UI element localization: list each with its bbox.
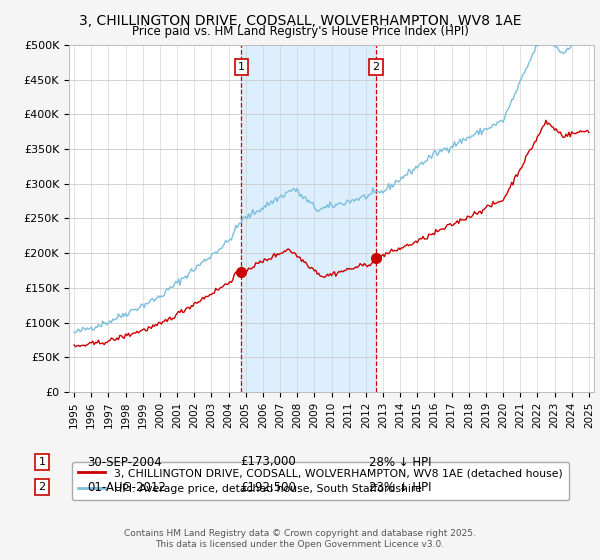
Text: 01-AUG-2012: 01-AUG-2012 bbox=[87, 480, 166, 494]
Text: 1: 1 bbox=[38, 457, 46, 467]
Text: 23% ↓ HPI: 23% ↓ HPI bbox=[369, 480, 431, 494]
Text: £173,000: £173,000 bbox=[240, 455, 296, 469]
Text: 2: 2 bbox=[372, 62, 379, 72]
Text: £192,500: £192,500 bbox=[240, 480, 296, 494]
Text: 28% ↓ HPI: 28% ↓ HPI bbox=[369, 455, 431, 469]
Text: Contains HM Land Registry data © Crown copyright and database right 2025.
This d: Contains HM Land Registry data © Crown c… bbox=[124, 529, 476, 549]
Text: 1: 1 bbox=[238, 62, 245, 72]
Text: Price paid vs. HM Land Registry's House Price Index (HPI): Price paid vs. HM Land Registry's House … bbox=[131, 25, 469, 38]
Legend: 3, CHILLINGTON DRIVE, CODSALL, WOLVERHAMPTON, WV8 1AE (detached house), HPI: Ave: 3, CHILLINGTON DRIVE, CODSALL, WOLVERHAM… bbox=[72, 461, 569, 500]
Text: 3, CHILLINGTON DRIVE, CODSALL, WOLVERHAMPTON, WV8 1AE: 3, CHILLINGTON DRIVE, CODSALL, WOLVERHAM… bbox=[79, 14, 521, 28]
Bar bbox=[241, 45, 376, 392]
Text: 2: 2 bbox=[38, 482, 46, 492]
Text: 30-SEP-2004: 30-SEP-2004 bbox=[87, 455, 162, 469]
